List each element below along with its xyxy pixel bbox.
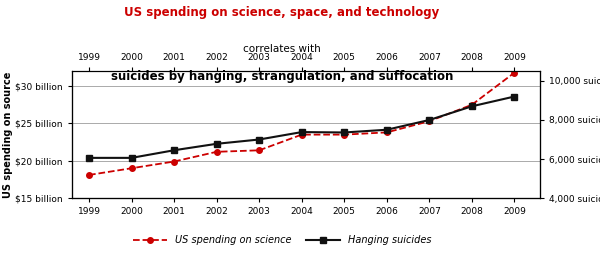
US spending on science [213, 150, 220, 153]
Text: US spending on science, space, and technology: US spending on science, space, and techn… [124, 6, 440, 19]
Hanging suicides [213, 142, 220, 145]
Hanging suicides [298, 131, 305, 134]
Hanging suicides [341, 131, 348, 134]
Line: Hanging suicides: Hanging suicides [86, 94, 517, 161]
Legend: US spending on science, Hanging suicides: US spending on science, Hanging suicides [129, 231, 435, 249]
US spending on science [298, 133, 305, 136]
Hanging suicides [256, 138, 263, 141]
Text: correlates with: correlates with [243, 44, 321, 54]
US spending on science [383, 131, 391, 134]
Hanging suicides [426, 118, 433, 121]
Y-axis label: US spending on source: US spending on source [2, 71, 13, 198]
US spending on science [469, 103, 476, 106]
US spending on science [85, 173, 92, 177]
US spending on science [426, 120, 433, 123]
US spending on science [511, 71, 518, 74]
US spending on science [256, 149, 263, 152]
Hanging suicides [85, 156, 92, 160]
Hanging suicides [383, 128, 391, 131]
US spending on science [341, 133, 348, 136]
US spending on science [128, 167, 135, 170]
Text: suicides by hanging, strangulation, and suffocation: suicides by hanging, strangulation, and … [111, 70, 453, 83]
Line: US spending on science: US spending on science [86, 70, 517, 178]
Hanging suicides [469, 105, 476, 108]
Hanging suicides [511, 95, 518, 98]
Hanging suicides [128, 156, 135, 160]
Hanging suicides [170, 149, 178, 152]
US spending on science [170, 160, 178, 163]
